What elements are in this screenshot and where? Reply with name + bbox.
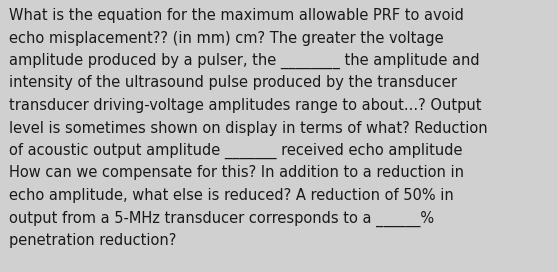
Text: intensity of the ultrasound pulse produced by the transducer: intensity of the ultrasound pulse produc… (9, 76, 457, 91)
Text: echo misplacement?? (in mm) cm? The greater the voltage: echo misplacement?? (in mm) cm? The grea… (9, 30, 444, 45)
Text: level is sometimes shown on display in terms of what? Reduction: level is sometimes shown on display in t… (9, 120, 488, 135)
Text: How can we compensate for this? In addition to a reduction in: How can we compensate for this? In addit… (9, 165, 464, 181)
Text: of acoustic output amplitude _______ received echo amplitude: of acoustic output amplitude _______ rec… (9, 143, 463, 159)
Text: amplitude produced by a pulser, the ________ the amplitude and: amplitude produced by a pulser, the ____… (9, 53, 480, 69)
Text: echo amplitude, what else is reduced? A reduction of 50% in: echo amplitude, what else is reduced? A … (9, 188, 454, 203)
Text: penetration reduction?: penetration reduction? (9, 233, 176, 248)
Text: What is the equation for the maximum allowable PRF to avoid: What is the equation for the maximum all… (9, 8, 464, 23)
Text: transducer driving-voltage amplitudes range to about...? Output: transducer driving-voltage amplitudes ra… (9, 98, 482, 113)
Text: output from a 5-MHz transducer corresponds to a ______%: output from a 5-MHz transducer correspon… (9, 211, 434, 227)
